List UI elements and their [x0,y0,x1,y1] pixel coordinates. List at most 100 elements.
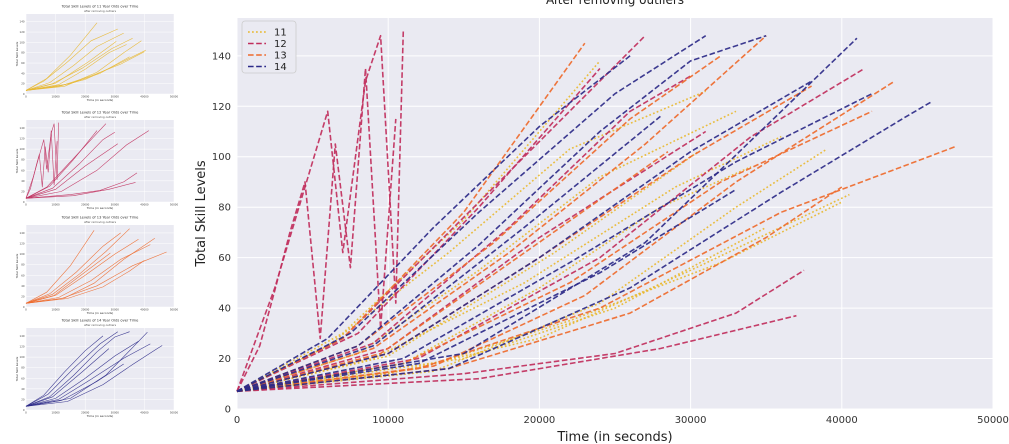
small-y-tick-label: 120 [20,345,25,349]
x-tick-label: 30000 [675,415,707,426]
small-series-line-12 [25,131,115,199]
series-line-11 [236,226,767,393]
small-chart-subtitle: after removing outliers [84,115,117,119]
small-chart-title: Total Skill Levels of 13 Year Olds over … [61,216,139,220]
small-series-line-12 [25,123,107,199]
small-series-line-13 [25,228,130,304]
small-series-line-14 [25,335,104,407]
small-x-tick-label: 50000 [170,308,179,312]
small-x-tick-label: 50000 [170,95,179,99]
small-y-axis-label: Total Skill Levels [15,148,19,174]
small-y-axis-label: Total Skill Levels [15,41,19,67]
small-chart-11: Total Skill Levels of 11 Year Olds over … [15,5,178,103]
small-x-tick-label: 10000 [51,308,60,312]
series-line-12 [236,269,805,393]
small-x-tick-label: 20000 [81,308,90,312]
small-chart-title: Total Skill Levels of 14 Year Olds over … [61,319,139,323]
small-x-axis-label: Time (in seconds) [86,98,114,102]
series-14 [236,34,933,393]
small-x-tick-label: 0 [25,95,27,99]
small-y-tick-label: 0 [23,408,25,412]
main-y-axis-label: Total Skill Levels [194,160,209,268]
series-line-12 [236,67,601,393]
small-series-line-13 [25,252,111,304]
small-y-tick-label: 60 [21,61,25,65]
small-x-tick-label: 40000 [140,95,149,99]
small-series-line-11 [25,51,145,91]
small-x-tick-label: 0 [25,308,27,312]
series-line-14 [236,35,707,393]
small-y-tick-label: 40 [21,179,25,183]
series-line-14 [236,100,933,393]
small-y-axis-label: Total Skill Levels [15,356,19,382]
series-line-11 [236,151,699,393]
x-tick-label: 20000 [523,415,555,426]
series-line-13 [236,151,669,393]
legend-box [241,20,297,74]
small-y-tick-label: 140 [20,126,25,130]
series-line-11 [236,201,843,393]
main-x-axis-label: Time (in seconds) [556,430,672,444]
series-line-11 [236,166,752,393]
main-chart-title: After removing outliers [546,0,684,7]
small-chart-title: Total Skill Levels of 11 Year Olds over … [61,5,139,9]
small-series-line-13 [25,232,121,304]
main-gridlines [236,18,994,410]
y-tick-label: 140 [212,51,231,62]
small-x-tick-label: 10000 [51,411,60,415]
small-y-tick-label: 40 [21,387,25,391]
y-tick-label: 40 [218,304,231,315]
y-tick-label: 0 [225,405,231,416]
small-y-tick-label: 20 [21,294,25,298]
series-line-14 [236,188,737,393]
series-line-13 [236,110,873,393]
small-series-line-14 [25,331,118,407]
series-line-14 [236,115,661,393]
small-chart-subtitle: after removing outliers [84,9,117,13]
small-x-tick-label: 0 [25,203,27,207]
small-y-tick-label: 60 [21,168,25,172]
small-series-line-11 [25,22,98,91]
small-chart-12: Total Skill Levels of 12 Year Olds over … [15,111,178,211]
small-chart-title: Total Skill Levels of 12 Year Olds over … [61,111,139,115]
small-series-line-11 [25,44,127,91]
small-x-tick-label: 30000 [111,203,120,207]
legend-label-11: 11 [274,28,287,39]
legend-label-14: 14 [274,62,287,73]
y-tick-label: 20 [218,354,231,365]
small-y-tick-label: 40 [21,71,25,75]
small-x-tick-label: 40000 [140,308,149,312]
y-tick-label: 80 [218,203,231,214]
x-tick-label: 0 [234,415,240,426]
small-series-line-11 [25,41,117,91]
main-tick-labels: 0 10000 20000 30000 40000 50000 0 20 40 60 80 100 12… [212,51,1009,426]
series-line-11 [236,193,850,393]
small-y-tick-label: 20 [21,189,25,193]
small-chart-13: Total Skill Levels of 13 Year Olds over … [15,216,178,316]
small-series-line-14 [25,343,151,407]
small-plot-area [26,14,174,94]
small-y-tick-label: 100 [20,147,25,151]
x-tick-label: 50000 [977,415,1009,426]
small-y-tick-label: 80 [21,158,25,162]
small-y-tick-label: 140 [20,231,25,235]
small-series-line-13 [25,260,145,304]
small-chart-subtitle: after removing outliers [84,323,117,327]
small-x-axis-label: Time (in seconds) [86,311,114,315]
small-series-line-14 [25,331,130,407]
small-x-tick-label: 30000 [111,411,120,415]
series-line-11 [236,148,828,393]
small-series-line-14 [25,348,110,407]
small-y-tick-label: 60 [21,273,25,277]
small-x-tick-label: 30000 [111,308,120,312]
series-line-13 [236,145,956,393]
small-x-tick-label: 50000 [170,411,179,415]
small-y-tick-label: 80 [21,366,25,370]
small-series-line-11 [25,40,142,91]
small-x-tick-label: 20000 [81,95,90,99]
small-y-tick-label: 100 [20,355,25,359]
series-line-13 [236,35,767,393]
small-x-tick-label: 40000 [140,411,149,415]
small-x-axis-label: Time (in seconds) [86,414,114,418]
